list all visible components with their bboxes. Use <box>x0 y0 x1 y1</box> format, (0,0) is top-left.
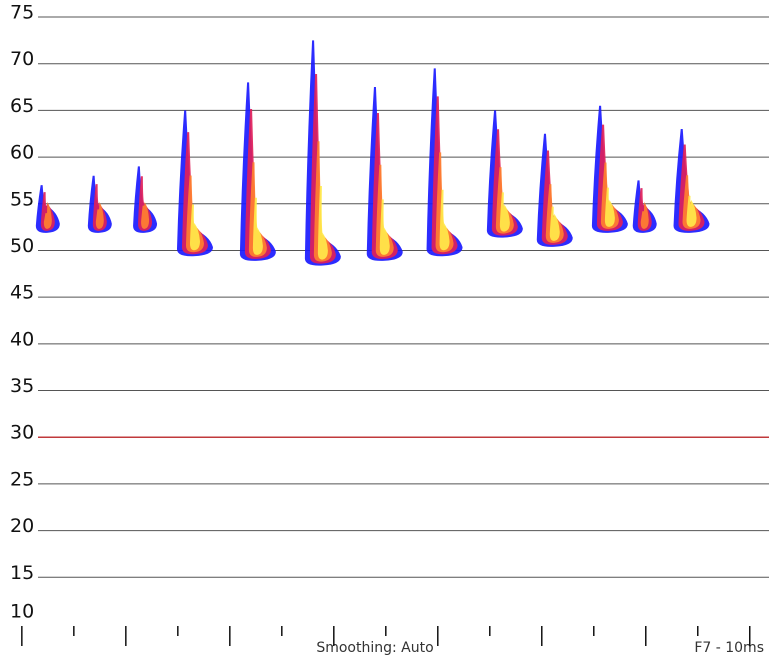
pulse-layer <box>640 201 649 229</box>
pulse-layer <box>439 189 450 251</box>
y-tick-label: 75 <box>10 2 34 24</box>
pulse <box>35 185 60 233</box>
pulse <box>536 133 573 247</box>
pulse-layer <box>379 199 390 255</box>
pulse <box>133 166 158 233</box>
pulse-layer <box>499 192 510 232</box>
smoothing-status: Smoothing: Auto <box>316 640 433 656</box>
y-tick-label: 20 <box>10 515 34 537</box>
pulse <box>673 129 710 233</box>
pulse-layer <box>189 204 200 251</box>
pulse <box>426 68 463 257</box>
y-tick-label: 35 <box>10 375 34 397</box>
y-tick-label: 10 <box>10 601 34 623</box>
y-tick-label: 50 <box>10 235 34 257</box>
pulse-layer <box>95 201 104 229</box>
pulse-layer <box>686 195 697 227</box>
pulse-layer <box>304 40 341 266</box>
pulse-layer <box>549 206 560 241</box>
y-tick-label: 70 <box>10 48 34 70</box>
pulse <box>366 87 403 261</box>
pulse-layer <box>43 201 52 229</box>
pulse-layer <box>252 197 263 255</box>
y-tick-label: 45 <box>10 282 34 304</box>
mode-status: F7 - 10ms <box>694 640 764 656</box>
y-tick-label: 25 <box>10 468 34 490</box>
y-tick-label: 55 <box>10 188 34 210</box>
y-tick-label: 15 <box>10 562 34 584</box>
y-tick-label: 60 <box>10 142 34 164</box>
pulse-layer <box>317 186 328 260</box>
pulse-layer <box>141 201 150 229</box>
y-tick-label: 65 <box>10 95 34 117</box>
pulse <box>176 110 213 257</box>
pulse <box>632 180 657 233</box>
pulse <box>591 105 628 233</box>
y-tick-label: 30 <box>10 422 34 444</box>
pulse-layer <box>604 187 615 227</box>
pulse <box>239 82 276 261</box>
y-tick-label: 40 <box>10 328 34 350</box>
pulse <box>304 40 341 266</box>
pulse <box>87 175 112 233</box>
pulse <box>486 110 523 238</box>
